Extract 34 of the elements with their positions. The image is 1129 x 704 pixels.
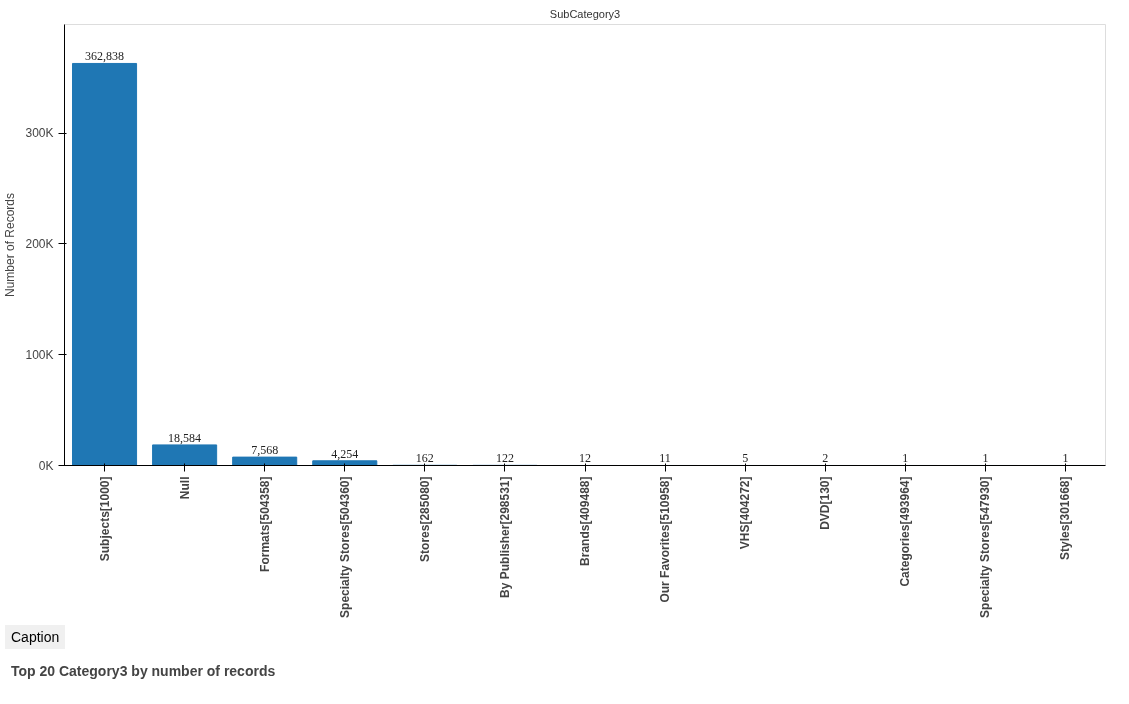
data-label: 162 [415, 451, 434, 466]
x-tick-label: By Publisher[298531] [497, 476, 512, 598]
y-tick-label: 100K [25, 347, 54, 362]
data-label: 1 [902, 451, 909, 466]
chart-title: SubCategory3 [549, 7, 621, 20]
y-axis-title: Number of Records [3, 192, 18, 298]
data-label: 7,568 [251, 443, 279, 458]
data-label: 5 [742, 451, 749, 466]
text: Caption [5, 625, 66, 649]
data-label: 11 [659, 451, 671, 466]
x-tick-label: Null [177, 476, 192, 500]
data-label: 12 [579, 451, 591, 466]
x-tick-label: DVD[130] [818, 476, 833, 530]
x-tick-label: Formats[504358] [257, 476, 272, 572]
data-label: 1 [1062, 451, 1069, 466]
x-tick-label: Our Favorites[510958] [658, 476, 673, 603]
y-tick-label: 200K [25, 236, 54, 251]
x-tick-label: Subjects[1000] [97, 476, 112, 562]
y-tick-label: 300K [25, 126, 54, 141]
x-tick-label: VHS[404272] [738, 476, 753, 550]
text: Top 20 Category3 by number of records [10, 662, 277, 681]
data-label: 4,254 [331, 446, 359, 461]
data-label: 1 [982, 451, 989, 466]
x-tick-label: Brands[409488] [578, 476, 592, 566]
x-tick-label: Specialty Stores[504360] [337, 476, 352, 618]
data-label: 122 [495, 451, 514, 466]
x-tick-label: Specialty Stores[547930] [978, 476, 993, 618]
x-tick-label: Styles[301668] [1058, 476, 1073, 560]
x-tick-label: Stores[285080] [417, 476, 432, 562]
data-label: 18,584 [168, 430, 202, 445]
x-tick-label: Categories[493964] [898, 476, 913, 587]
y-tick-label: 0K [38, 458, 54, 473]
data-label: 2 [822, 451, 829, 466]
data-label: 362,838 [85, 49, 125, 64]
